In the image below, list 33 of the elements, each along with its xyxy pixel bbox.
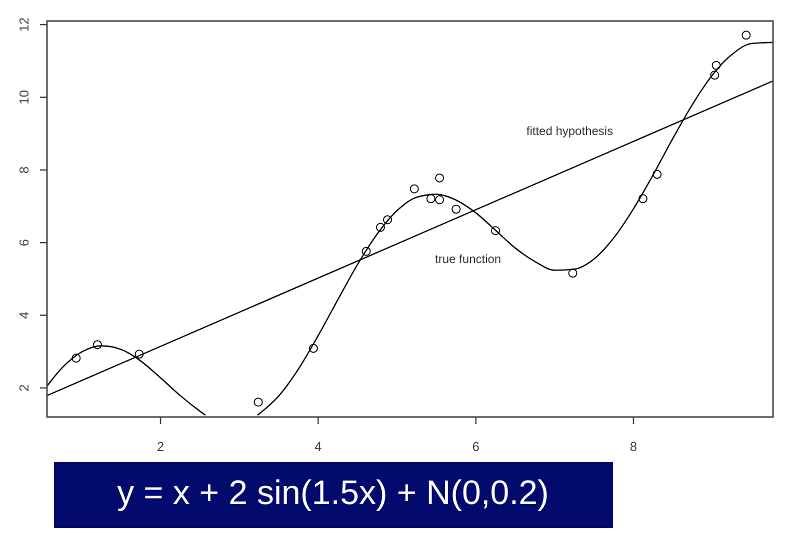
point [134,350,144,359]
point [712,60,721,70]
point [710,70,720,80]
y-tick-label: 10 [16,90,32,105]
x-tick-label: 6 [472,439,480,454]
x-tick-label: 2 [156,439,164,454]
point [491,226,500,236]
point [452,204,461,214]
point [254,398,263,407]
point [638,194,648,204]
y-tick-label: 2 [16,384,32,392]
x-tick-label: 4 [314,439,322,454]
y-tick-label: 4 [16,312,32,319]
point [383,215,392,224]
text: y = x + 2 sin(1.5x) + N(0,0.2) [117,474,549,512]
point [72,354,81,363]
series-label: fitted hypothesis [526,124,614,138]
point [410,184,419,194]
point [92,340,102,350]
point [435,195,444,204]
series-label: true function [435,252,502,266]
point [742,30,751,40]
x-tick-label: 8 [630,439,638,454]
point [652,170,662,179]
point [426,194,436,204]
point [362,246,371,256]
y-tick-label: 8 [16,166,32,174]
point [435,173,444,182]
y-tick-label: 12 [16,17,32,32]
point [568,268,578,278]
point [308,344,318,353]
point [376,222,385,232]
y-tick-label: 6 [16,238,32,246]
